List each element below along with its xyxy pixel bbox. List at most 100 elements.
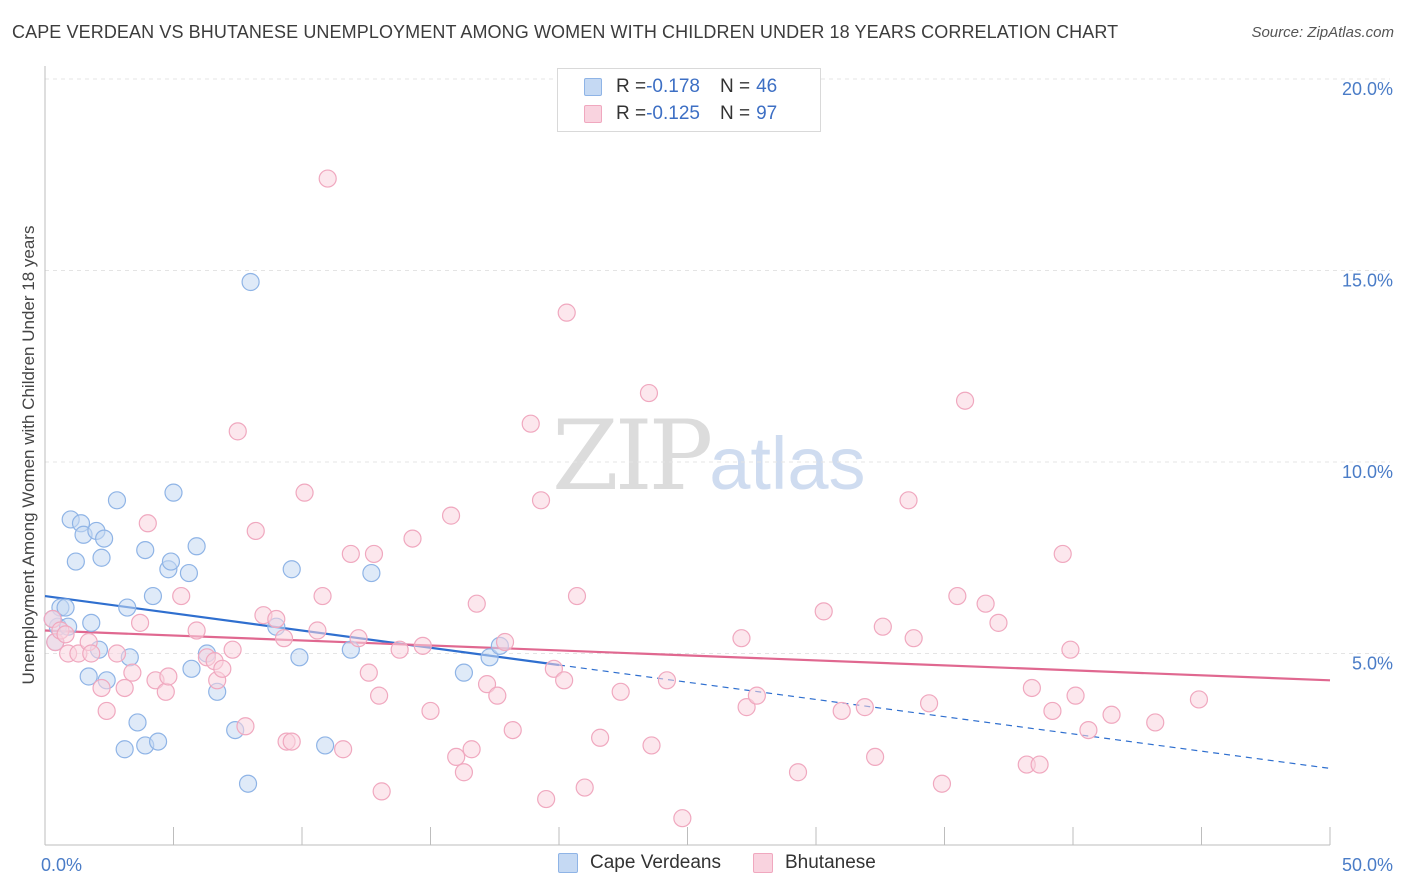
bhutanese-point [403, 529, 422, 548]
series-legend: Cape Verdeans Bhutanese [558, 852, 908, 874]
bhutanese-point [814, 602, 833, 621]
bhutanese-point [447, 747, 466, 767]
bhutanese-point [531, 491, 551, 510]
cape-verdean-point [164, 483, 183, 502]
bhutanese-point [873, 617, 892, 636]
cape-verdean-point [179, 563, 199, 583]
bhutanese-point [349, 629, 368, 648]
bhutanese-point [477, 675, 497, 694]
cape-verdean-point [454, 663, 474, 682]
bhutanese-point [364, 544, 384, 564]
cape-verdean-point [290, 648, 309, 667]
y-tick-label: 15.0% [1342, 271, 1393, 291]
bhutanese-point [123, 663, 142, 682]
cape-verdean-point [136, 540, 155, 560]
bhutanese-point [187, 621, 206, 640]
axes [44, 66, 1331, 846]
bhutanese-point [657, 671, 677, 690]
bhutanese-point [1189, 690, 1209, 709]
cape-verdean-point [56, 598, 75, 617]
legend-r-label: R = [616, 76, 647, 97]
bhutanese-point [976, 594, 995, 613]
legend-r-label: R = [616, 103, 647, 124]
bhutanese-point [555, 671, 574, 690]
bhutanese-point [919, 694, 939, 713]
watermark-zip: ZIP [552, 400, 713, 512]
bhutanese-point [92, 678, 111, 698]
x-tick-label: 50.0% [1342, 855, 1393, 875]
bhutanese-point [462, 740, 481, 759]
cape-verdean-point [362, 563, 381, 583]
legend-n-value: 46 [756, 76, 778, 97]
bhutanese-point [97, 701, 116, 721]
bhutanese-point [732, 629, 751, 648]
bhutanese-point [1053, 544, 1072, 564]
legend-swatch-bhutanese [753, 853, 773, 873]
bhutanese-point [544, 659, 563, 678]
cape-verdean-point [161, 552, 181, 571]
bhutanese-point [421, 701, 440, 721]
grid-lines [45, 78, 1390, 654]
bhutanese-point [223, 640, 242, 659]
bhutanese-point [899, 491, 918, 510]
cape-verdean-point [118, 598, 137, 617]
data-points [43, 169, 1209, 828]
bhutanese-point [639, 383, 659, 403]
bhutanese-point [575, 778, 594, 797]
bhutanese-point [495, 632, 515, 652]
watermark-atlas: atlas [709, 422, 866, 505]
bhutanese-point [228, 422, 247, 441]
bhutanese-point [1030, 755, 1049, 774]
bhutanese-point [454, 763, 474, 782]
legend-n-label: N = [719, 76, 751, 97]
bhutanese-point [866, 747, 885, 767]
legend-label-cape-verdeans: Cape Verdeans [590, 852, 721, 873]
cape-verdean-point [115, 740, 134, 759]
cape-verdean-point [480, 648, 499, 667]
bhutanese-point [308, 621, 327, 640]
legend-n-label: N = [719, 103, 751, 124]
legend-row-cape-verdeans: R = -0.178 N = 46 [584, 75, 777, 99]
legend-item-cape-verdeans[interactable]: Cape Verdeans [558, 852, 721, 874]
bhutanese-point [1043, 701, 1062, 721]
cape-verdean-point [182, 659, 201, 678]
bhutanese-trend-line [44, 629, 1331, 682]
bhutanese-point [1066, 686, 1085, 705]
bhutanese-point [1102, 705, 1121, 724]
cape-verdean-point [128, 713, 147, 732]
bhutanese-point [370, 686, 389, 705]
legend-row-bhutanese: R = -0.125 N = 97 [584, 102, 777, 126]
bhutanese-point [372, 782, 391, 801]
bhutanese-point [503, 720, 522, 740]
bhutanese-point [642, 736, 661, 755]
y-tick-label: 10.0% [1342, 462, 1393, 482]
cape-verdean-point [241, 272, 260, 292]
bhutanese-point [159, 667, 178, 686]
legend-swatch-cape-verdeans [558, 853, 578, 873]
legend-n-value: 97 [756, 103, 778, 124]
cape-verdean-point [282, 560, 301, 579]
bhutanese-point [213, 659, 232, 678]
bhutanese-point [1079, 720, 1098, 740]
bhutanese-point [390, 640, 409, 659]
cape-verdean-point [66, 552, 85, 571]
cape-verdean-point [79, 667, 98, 686]
bhutanese-point [107, 644, 127, 663]
bhutanese-point [56, 625, 75, 644]
bhutanese-point [1061, 640, 1080, 659]
cape-verdean-point [82, 613, 101, 632]
bhutanese-point [441, 506, 461, 525]
legend-item-bhutanese[interactable]: Bhutanese [753, 852, 876, 874]
bhutanese-point [172, 586, 191, 606]
bhutanese-point [334, 740, 353, 759]
cape-verdean-point [238, 774, 258, 793]
cape-verdean-trend-line-extension [558, 664, 1331, 769]
y-axis-label: Unemployment Among Women with Children U… [19, 225, 38, 685]
y-tick-label: 20.0% [1342, 79, 1393, 99]
source-label: Source: ZipAtlas.com [1251, 24, 1394, 41]
bhutanese-point [932, 774, 952, 793]
x-tick-label: 0.0% [41, 855, 82, 875]
bhutanese-point [138, 514, 157, 533]
y-tick-label: 5.0% [1352, 654, 1393, 674]
